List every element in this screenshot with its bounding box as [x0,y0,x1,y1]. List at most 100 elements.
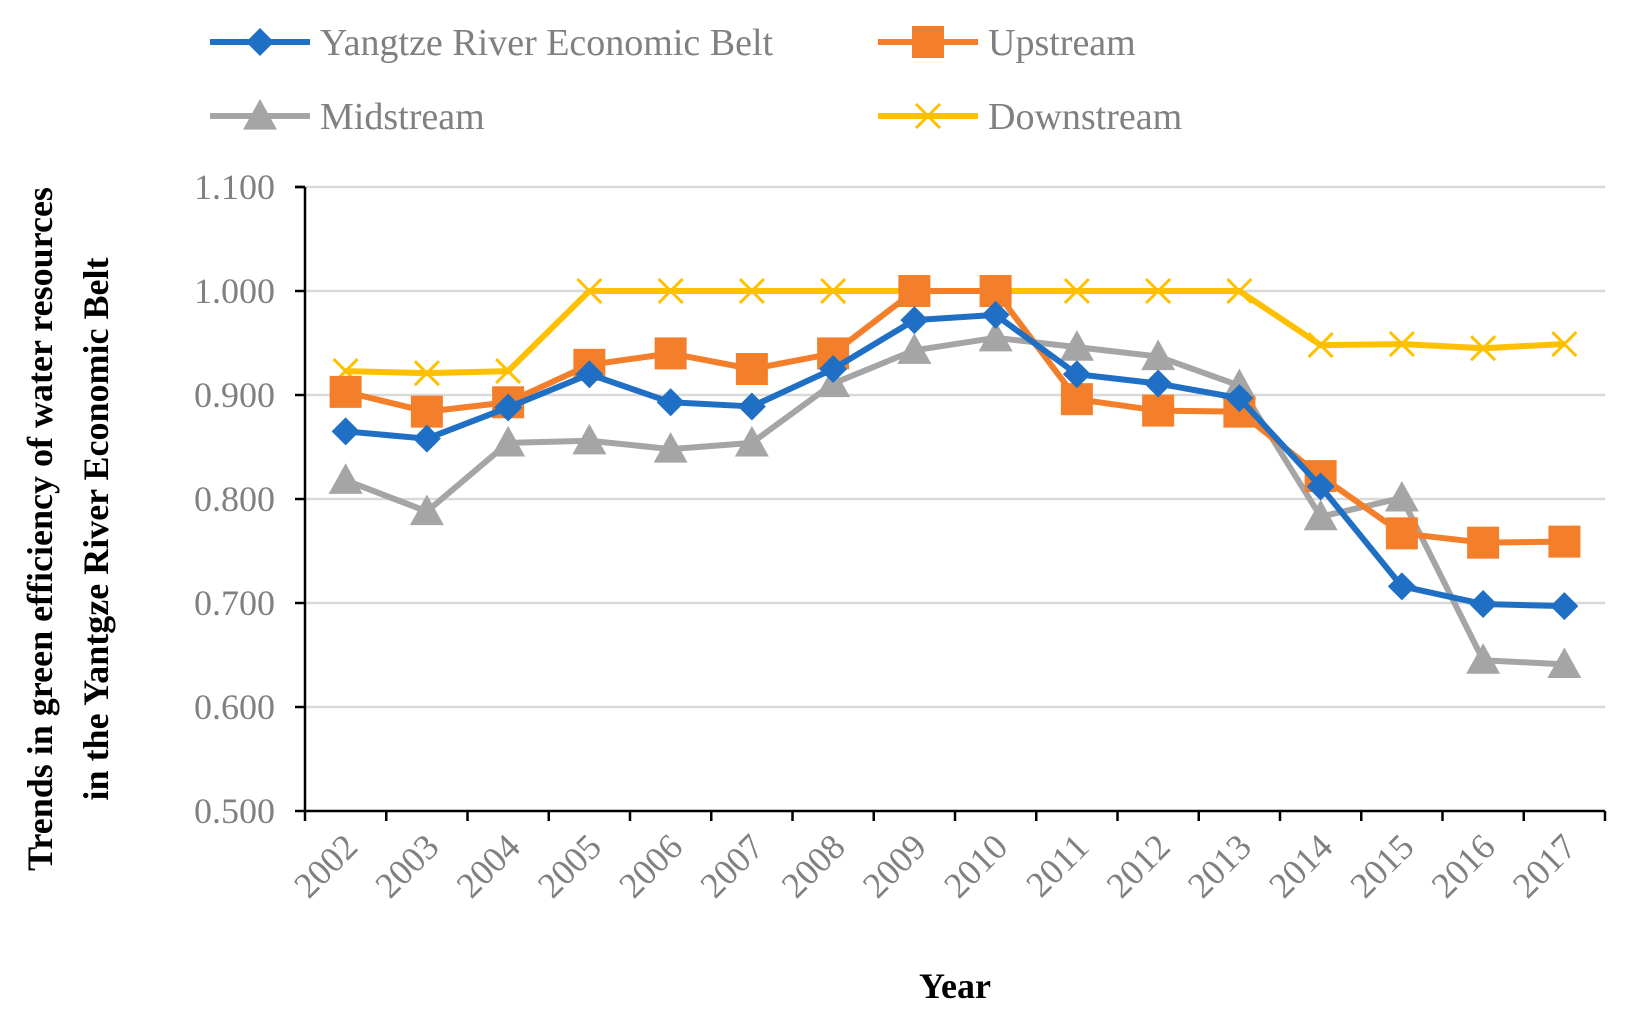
data-point [1226,277,1253,305]
data-point [1063,277,1090,305]
y-tick-label: 0.800 [194,479,275,519]
data-point [572,423,607,455]
data-point [243,99,277,130]
series-line [345,311,1565,610]
data-point-stroke [914,102,942,130]
data-point [900,306,929,335]
y-tick-label: 1.000 [194,271,275,311]
y-tick-label: 1.100 [194,167,275,207]
data-point [1306,472,1335,501]
x-tick-label: 2015 [1342,826,1421,905]
data-point-stroke [1470,335,1497,362]
data-point-stroke [1145,277,1172,305]
x-tick-label: 2017 [1505,826,1584,905]
data-point [1307,332,1334,359]
data-point [653,432,688,463]
y-axis-title-line-1: Trends in green efficiency of water reso… [20,187,60,871]
data-point [1142,394,1175,427]
data-point [1548,525,1581,558]
data-point [657,277,684,305]
y-tick-labels: 0.500 0.600 0.700 0.800 0.900 1.000 1.100 [194,167,275,831]
data-point [820,277,847,305]
data-point-stroke [1388,330,1415,358]
data-point [413,360,440,387]
data-point [656,388,685,417]
data-point-stroke [657,277,684,305]
legend-label: Yangtze River Economic Belt [320,22,774,64]
legend-item: Yangtze River Economic Belt [210,22,774,64]
x-tick-label: 2012 [1099,826,1178,905]
data-point-stroke [1226,277,1253,305]
data-point [1388,330,1415,358]
data-point-stroke [820,277,847,305]
data-point [329,375,362,408]
data-point [654,337,687,370]
x-tick-label: 2011 [1018,826,1096,904]
legend-label: Midstream [320,96,485,138]
data-point [912,26,944,58]
data-point [914,102,942,130]
data-point [1470,335,1497,362]
y-axis-title-line-2: in the Yantgze River Economic Belt [76,258,116,801]
data-point [328,463,363,494]
data-point [1469,590,1498,619]
x-tick-label: 2009 [855,826,934,905]
data-point [735,353,768,385]
data-point [1466,643,1501,674]
data-point [819,355,848,383]
x-tick-label: 2014 [1261,826,1340,905]
legend-label: Downstream [988,96,1182,138]
data-point [1551,330,1578,358]
data-point-stroke [1063,277,1090,305]
x-tick-label: 2002 [286,826,365,905]
data-point [1062,360,1091,389]
data-point [1059,330,1094,361]
data-point [491,425,526,457]
y-tick-label: 0.900 [194,375,275,415]
data-point [1550,592,1579,621]
data-point [331,417,360,446]
data-point [1145,277,1172,305]
series-line [345,288,1565,377]
data-point [897,333,932,364]
data-point [1384,480,1419,512]
x-tick-label: 2003 [367,826,446,905]
series-line [344,288,1565,546]
axes [295,185,1607,821]
data-point [410,395,443,428]
data-point [1144,369,1173,398]
legend-label: Upstream [988,22,1136,64]
data-point [898,275,931,307]
data-point [981,300,1010,329]
data-point-stroke [576,277,603,305]
data-point [1141,339,1176,371]
x-tick-labels: 2002 2003 2004 2005 2006 2007 2008 2009 2010 2011… [286,826,1584,905]
data-point [734,425,769,457]
x-tick-label: 2013 [1180,826,1259,905]
data-point [576,277,603,305]
data-point [494,393,523,422]
data-point [738,277,765,305]
legend: Yangtze River Economic Belt Upstream Midst… [210,22,1182,138]
data-point [1467,526,1500,559]
data-point [1303,499,1338,531]
data-point [412,424,441,453]
data-point [1385,517,1418,550]
x-tick-label: 2005 [530,826,609,905]
x-tick-label: 2007 [692,826,771,905]
x-tick-label: 2008 [774,826,853,905]
series-yangtze-river-economic-belt [331,300,1579,621]
x-axis-title: Year [919,966,991,1006]
data-point-stroke [1307,332,1334,359]
data-point [495,358,522,385]
data-point [575,360,604,389]
x-tick-label: 2010 [936,826,1015,905]
y-tick-label: 0.500 [194,791,275,831]
data-point [1387,572,1416,601]
data-point [1222,368,1257,400]
legend-item: Midstream [210,96,485,138]
data-point [409,494,444,526]
data-point-stroke [1551,330,1578,358]
x-tick-label: 2016 [1424,826,1503,905]
